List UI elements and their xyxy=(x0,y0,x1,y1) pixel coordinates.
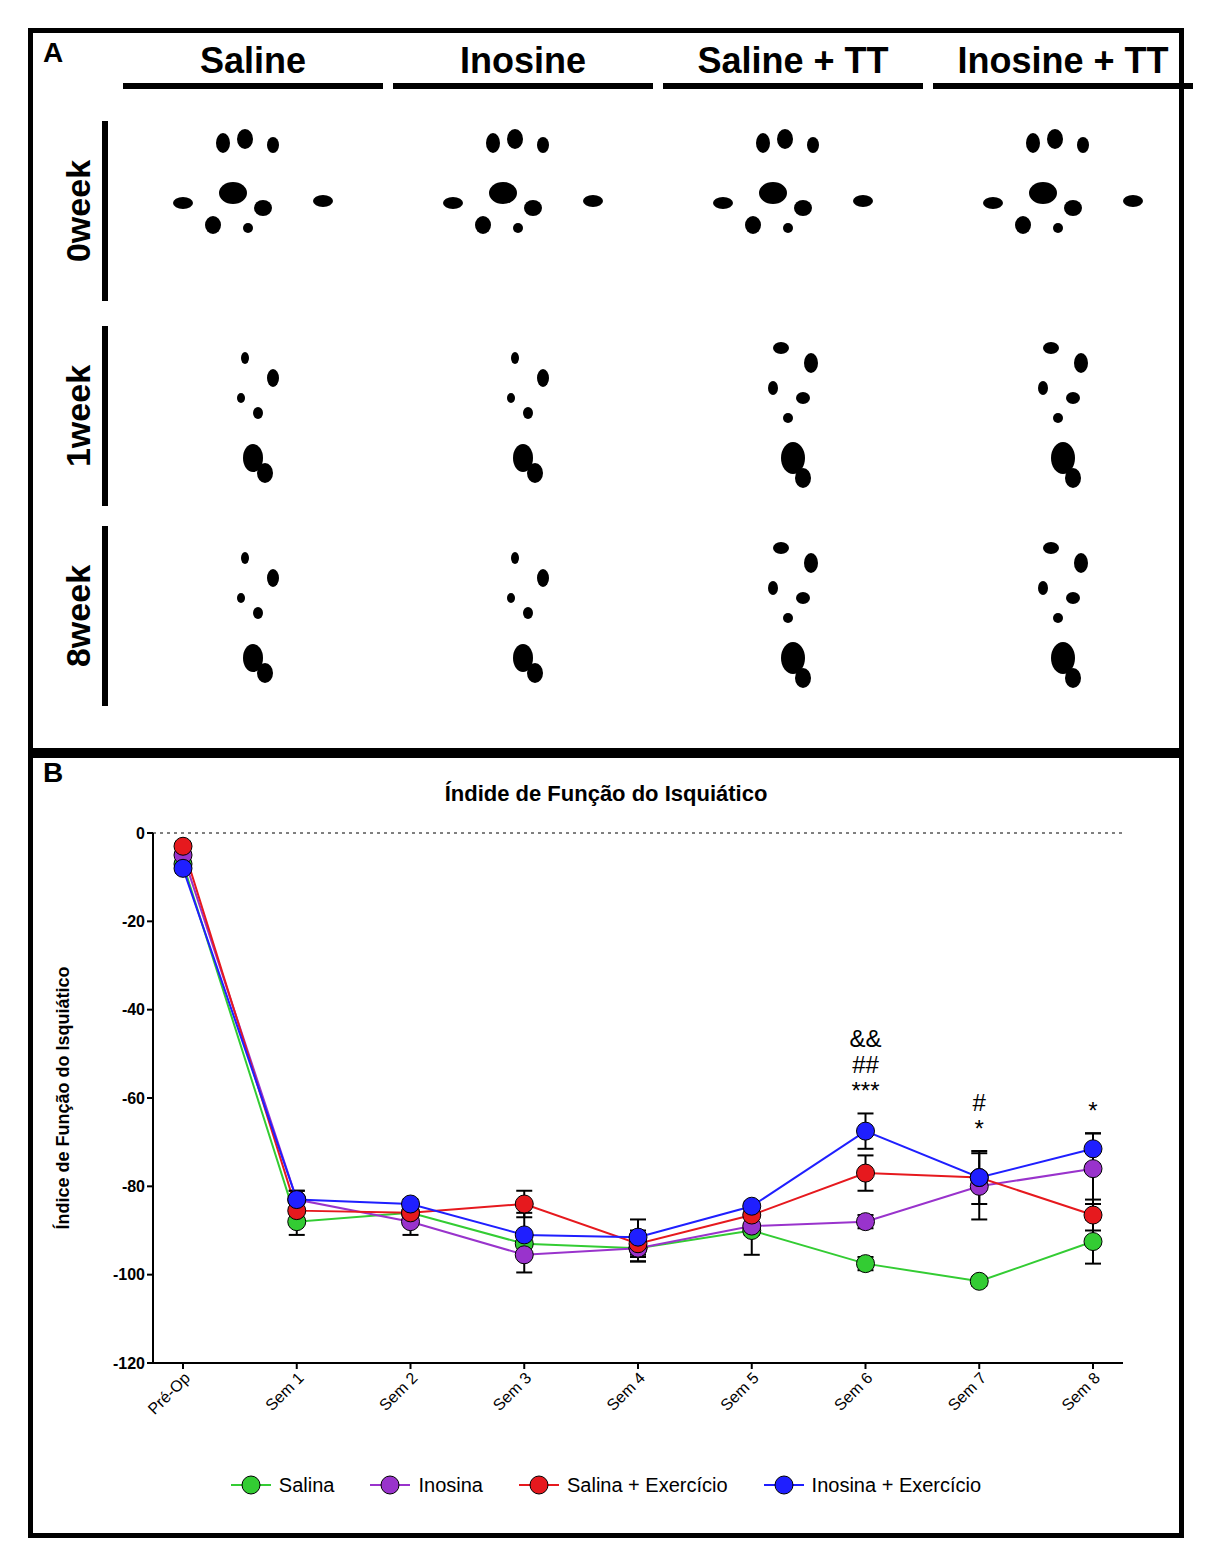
html-text:Salina + Exercício: Salina + Exercício xyxy=(567,1473,728,1496)
svg-text:Sem 3: Sem 3 xyxy=(490,1369,535,1414)
svg-text:*: * xyxy=(1088,1097,1097,1124)
svg-text:Sem 8: Sem 8 xyxy=(1058,1369,1103,1414)
svg-text:Sem 6: Sem 6 xyxy=(831,1369,876,1414)
svg-text:Pré-Op: Pré-Op xyxy=(145,1369,194,1418)
html-text:A: A xyxy=(43,37,64,68)
svg-text:-40: -40 xyxy=(122,1001,145,1018)
svg-text:-60: -60 xyxy=(122,1090,145,1107)
svg-text:-100: -100 xyxy=(113,1266,145,1283)
svg-text:***: *** xyxy=(851,1077,879,1104)
html-text:0week: 0week xyxy=(59,160,97,262)
html-text:8week: 8week xyxy=(59,565,97,667)
svg-text:Sem 7: Sem 7 xyxy=(945,1369,990,1414)
html-text:Saline: Saline xyxy=(200,40,306,81)
html-text:B: B xyxy=(43,757,64,788)
html-text:Inosine: Inosine xyxy=(460,40,586,81)
svg-text:&&: && xyxy=(849,1025,881,1052)
svg-text:*: * xyxy=(975,1115,984,1142)
html-text:Inosina + Exercício: Inosina + Exercício xyxy=(811,1473,982,1496)
svg-text:-80: -80 xyxy=(122,1178,145,1195)
svg-text:Sem 5: Sem 5 xyxy=(717,1369,762,1414)
html-text:Inosine + TT: Inosine + TT xyxy=(957,40,1169,81)
svg-text:Sem 4: Sem 4 xyxy=(603,1369,648,1414)
html-text:Inosina: Inosina xyxy=(418,1473,483,1496)
svg-text:-120: -120 xyxy=(113,1355,145,1372)
svg-text:#: # xyxy=(973,1089,987,1116)
svg-text:##: ## xyxy=(852,1051,879,1078)
svg-text:Índice de Função do Isquiático: Índice de Função do Isquiático xyxy=(52,966,73,1229)
svg-text:0: 0 xyxy=(136,825,145,842)
html-text:1week: 1week xyxy=(59,365,97,467)
svg-text:Sem 2: Sem 2 xyxy=(376,1369,421,1414)
svg-text:-20: -20 xyxy=(122,913,145,930)
html-text:Saline + TT: Saline + TT xyxy=(697,40,889,81)
svg-text:Sem 1: Sem 1 xyxy=(262,1369,307,1414)
html-text:Salina: Salina xyxy=(278,1473,335,1496)
html-text:Índide de Função do Isquiático: Índide de Função do Isquiático xyxy=(444,781,768,806)
